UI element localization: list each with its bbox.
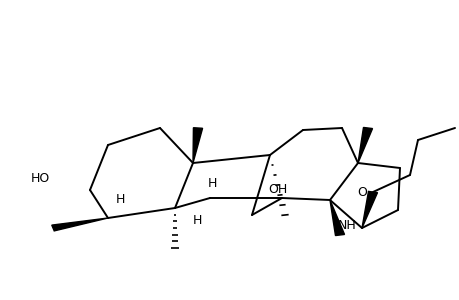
Text: HO: HO [30,172,50,185]
Text: H: H [116,193,125,206]
Text: O: O [357,186,367,199]
Polygon shape [52,218,108,231]
Text: NH: NH [337,219,356,232]
Text: H: H [193,214,202,226]
Text: OH: OH [268,183,287,196]
Polygon shape [193,128,202,163]
Polygon shape [361,191,377,228]
Polygon shape [329,200,344,236]
Text: H: H [207,177,217,190]
Polygon shape [357,128,372,163]
